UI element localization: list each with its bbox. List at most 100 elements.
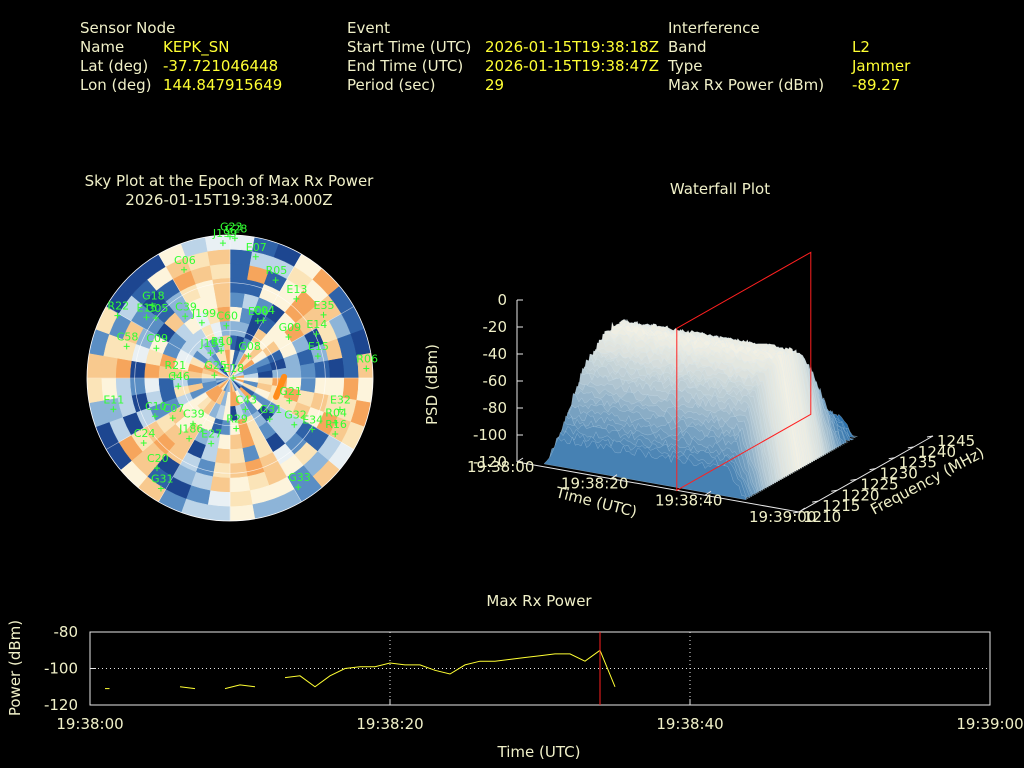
sky-satellite-marker	[242, 406, 249, 413]
sky-plot: Sky Plot at the Epoch of Max Rx Power 20…	[85, 172, 378, 522]
waterfall-y-tick-label: 1220	[841, 486, 879, 504]
sky-plot-subtitle: 2026-01-15T19:38:34.000Z	[125, 191, 332, 209]
waterfall-surface	[544, 318, 858, 501]
event-period-label: Period (sec)	[347, 76, 436, 94]
power-series-segment	[179, 686, 196, 690]
sky-satellite: G33	[288, 471, 311, 491]
sky-satellite: G18	[142, 289, 165, 309]
sky-satellite-label: R29	[226, 412, 248, 425]
waterfall-x-tick-label: 19:39:00	[749, 508, 816, 526]
sky-satellite-marker	[151, 413, 158, 420]
waterfall-y-tick	[869, 468, 876, 471]
power-ylabel: Power (dBm)	[6, 620, 24, 716]
sky-satellite-label: G05	[146, 302, 169, 315]
interference-power-value: -89.27	[852, 76, 900, 94]
sky-satellite: J195	[199, 337, 225, 356]
waterfall-zlabel: PSD (dBm)	[423, 344, 441, 425]
sky-satellite: E07	[246, 241, 267, 260]
waterfall-y-tick	[792, 511, 800, 514]
sky-satellite: C39	[175, 300, 197, 320]
sky-satellite-label: J195	[199, 337, 224, 350]
sky-heat-cell	[328, 357, 345, 379]
sky-satellite-marker	[313, 330, 320, 337]
sky-heat-cell	[207, 249, 231, 266]
sky-jammer-mark	[273, 373, 288, 400]
sky-satellite-label: G32	[284, 409, 307, 422]
sky-satellite-marker	[314, 353, 321, 360]
sky-satellite-marker	[223, 322, 230, 329]
sky-satellite: R04	[325, 407, 347, 426]
sky-satellite-marker	[218, 347, 225, 354]
sky-heat-cell	[229, 277, 248, 294]
sensor-name-value: KEPK_SN	[163, 38, 229, 57]
sky-satellite-marker	[363, 365, 370, 372]
sky-satellite-label: G31	[151, 472, 174, 485]
power-x-tick-label: 19:38:20	[356, 715, 423, 733]
sky-satellite-marker	[171, 372, 178, 379]
sky-satellite-marker	[207, 349, 214, 356]
sky-satellite-marker	[190, 420, 197, 427]
sky-heat-cell	[229, 490, 253, 507]
sky-satellite: E27	[201, 428, 222, 447]
sky-satellite-marker	[332, 419, 339, 426]
sky-satellite-label: E07	[246, 241, 267, 254]
waterfall-y-tick-label: 1235	[899, 454, 937, 472]
sky-heat-cell	[286, 365, 302, 379]
sky-satellite-marker	[286, 397, 293, 404]
power-x-tick-label: 19:39:00	[956, 715, 1023, 733]
sky-satellite: E13	[286, 283, 307, 302]
sky-heat-cell	[209, 263, 231, 280]
waterfall-title: Waterfall Plot	[670, 180, 770, 198]
interference-power-label: Max Rx Power (dBm)	[668, 76, 824, 94]
sky-satellite-marker	[149, 302, 156, 309]
sky-satellite: C43	[235, 393, 257, 413]
sky-satellite: C04	[253, 304, 275, 324]
power-y-tick-label: -120	[44, 696, 78, 714]
waterfall-y-tick-label: 1210	[803, 508, 841, 526]
sky-satellite: G23	[220, 221, 243, 240]
sky-satellite-label: G31	[260, 403, 283, 416]
sky-satellite-marker	[181, 266, 188, 273]
sky-satellite-label: J199	[212, 227, 237, 240]
sky-satellite-label: C07	[163, 402, 185, 415]
interference-block: Interference Band L2 Type Jammer Max Rx …	[667, 19, 911, 94]
sky-satellite: R16	[325, 418, 347, 437]
power-title: Max Rx Power	[486, 592, 592, 610]
sky-satellite: G08	[238, 340, 261, 360]
power-series-segment	[284, 649, 616, 688]
sky-satellite-marker	[157, 485, 164, 492]
waterfall-y-tick	[850, 478, 857, 481]
sky-satellite-label: R04	[325, 407, 347, 420]
sky-satellite-marker	[219, 240, 226, 247]
power-x-tick-label: 19:38:00	[56, 715, 123, 733]
sky-satellite: C60	[216, 310, 238, 329]
waterfall-y-tick-label: 1230	[880, 465, 918, 483]
sky-satellite-label: R06	[356, 352, 378, 365]
sky-satellite-marker	[245, 353, 252, 360]
waterfall-ridge	[544, 436, 747, 501]
sky-azimuth-spoke	[158, 377, 231, 502]
sky-satellite: G32	[284, 409, 307, 428]
sky-satellite-marker	[227, 233, 233, 240]
sky-satellite: G25	[204, 359, 227, 379]
waterfall-z-tick-label: -20	[483, 318, 508, 336]
sky-azimuth-spoke	[229, 377, 354, 450]
sky-satellite-label: C06	[174, 254, 196, 267]
sky-satellite-marker	[123, 343, 130, 350]
sky-satellite: E14	[306, 318, 327, 337]
sky-satellite-label: C39	[175, 300, 197, 313]
sky-heat-cell	[314, 360, 331, 379]
sky-satellite-label: G28	[225, 222, 248, 235]
waterfall-x-tick	[704, 490, 712, 496]
sky-satellite: R21	[164, 359, 186, 379]
sky-satellite-marker	[175, 383, 182, 390]
sky-azimuth-spoke	[106, 377, 231, 450]
waterfall-plot: Waterfall Plot 0-20-40-60-80-100-12019:3…	[423, 180, 987, 526]
sky-heat-cell	[143, 377, 160, 394]
waterfall-y-tick-label: 1245	[937, 432, 975, 450]
waterfall-z-tick-label: -60	[483, 372, 508, 390]
sky-satellite-marker	[260, 317, 267, 324]
sensor-lon-label: Lon (deg)	[80, 76, 152, 94]
